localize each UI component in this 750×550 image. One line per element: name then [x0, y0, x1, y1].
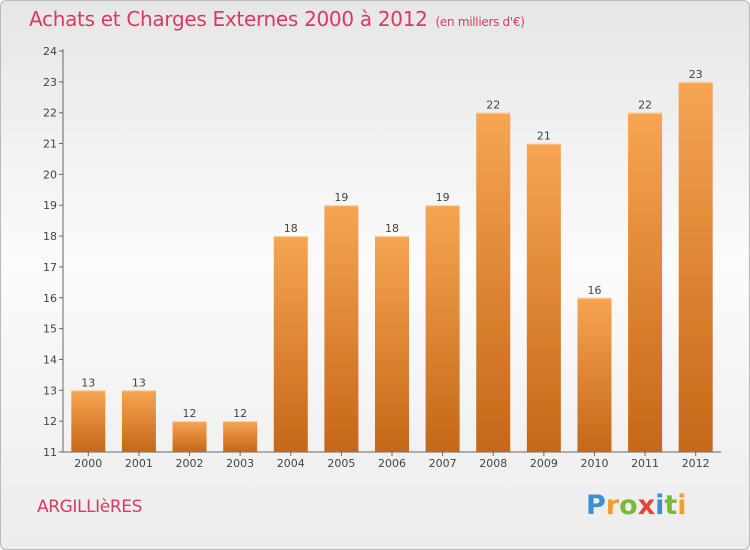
bar — [223, 421, 258, 452]
x-tick-label: 2005 — [327, 457, 355, 470]
data-label: 22 — [638, 99, 652, 112]
x-tick-label: 2011 — [631, 457, 659, 470]
x-tick-label: 2007 — [429, 457, 457, 470]
bar — [375, 236, 409, 452]
city-name: ARGILLIèRES — [37, 497, 142, 517]
y-tick-label: 19 — [43, 199, 57, 212]
bar — [526, 143, 561, 453]
y-tick-label: 16 — [43, 292, 57, 305]
chart-bars: 13 13 12 12 18 19 18 19 22 21 16 22 23 — [71, 68, 713, 453]
data-label: 16 — [587, 284, 601, 297]
bar — [628, 112, 663, 452]
data-label: 18 — [385, 222, 399, 235]
x-tick-label: 2003 — [226, 457, 254, 470]
logo-letter: P — [586, 490, 606, 521]
bar — [577, 297, 612, 452]
y-tick-label: 22 — [43, 107, 57, 120]
data-label: 22 — [486, 99, 500, 112]
x-tick-label: 2001 — [125, 457, 153, 470]
logo-letter: r — [605, 490, 620, 521]
x-tick-label: 2002 — [176, 457, 204, 470]
data-label: 19 — [436, 191, 450, 204]
x-tick-label: 2006 — [378, 457, 406, 470]
y-tick-label: 14 — [43, 353, 57, 366]
y-tick-label: 12 — [43, 415, 57, 428]
bar — [678, 81, 713, 452]
bar — [324, 205, 359, 452]
logo-letter: i — [677, 490, 687, 521]
y-tick-label: 20 — [43, 168, 57, 181]
logo-letter: o — [619, 490, 638, 521]
title-text: Achats et Charges Externes 2000 à 2012 — [29, 7, 428, 31]
y-tick-label: 21 — [43, 138, 57, 151]
bar — [476, 112, 511, 452]
y-tick-label: 11 — [43, 446, 57, 459]
data-label: 12 — [233, 407, 247, 420]
chart-axes: 11 12 13 14 15 16 17 18 19 20 21 22 23 24 2000 2001 2002… — [43, 45, 721, 470]
bar — [273, 236, 308, 452]
x-tick-label: 2008 — [479, 457, 507, 470]
bar — [425, 205, 460, 452]
bar — [71, 390, 106, 452]
logo-letter: x — [637, 490, 656, 521]
y-tick-label: 13 — [43, 384, 57, 397]
x-tick-label: 2009 — [530, 457, 558, 470]
y-tick-label: 17 — [43, 261, 57, 274]
x-tick-label: 2012 — [682, 457, 710, 470]
data-label: 12 — [183, 407, 197, 420]
data-label: 13 — [81, 376, 95, 389]
y-tick-label: 18 — [43, 230, 57, 243]
x-tick-label: 2000 — [74, 457, 102, 470]
logo-letter: t — [664, 490, 678, 521]
chart-subtitle: (en milliers d'€) — [435, 15, 525, 29]
data-label: 23 — [689, 68, 703, 81]
data-label: 19 — [334, 191, 348, 204]
y-tick-label: 15 — [43, 323, 57, 336]
data-label: 18 — [284, 222, 298, 235]
y-tick-label: 23 — [43, 76, 57, 89]
x-tick-label: 2004 — [277, 457, 305, 470]
bar — [121, 390, 156, 452]
chart-title: Achats et Charges Externes 2000 à 2012 (e… — [29, 7, 525, 31]
logo-letter: i — [655, 490, 665, 521]
x-tick-label: 2010 — [580, 457, 608, 470]
data-label: 13 — [132, 376, 146, 389]
data-label: 21 — [537, 130, 551, 143]
proxiti-logo[interactable]: Proxiti — [586, 490, 687, 521]
y-tick-label: 24 — [43, 45, 57, 58]
bar — [172, 421, 207, 452]
